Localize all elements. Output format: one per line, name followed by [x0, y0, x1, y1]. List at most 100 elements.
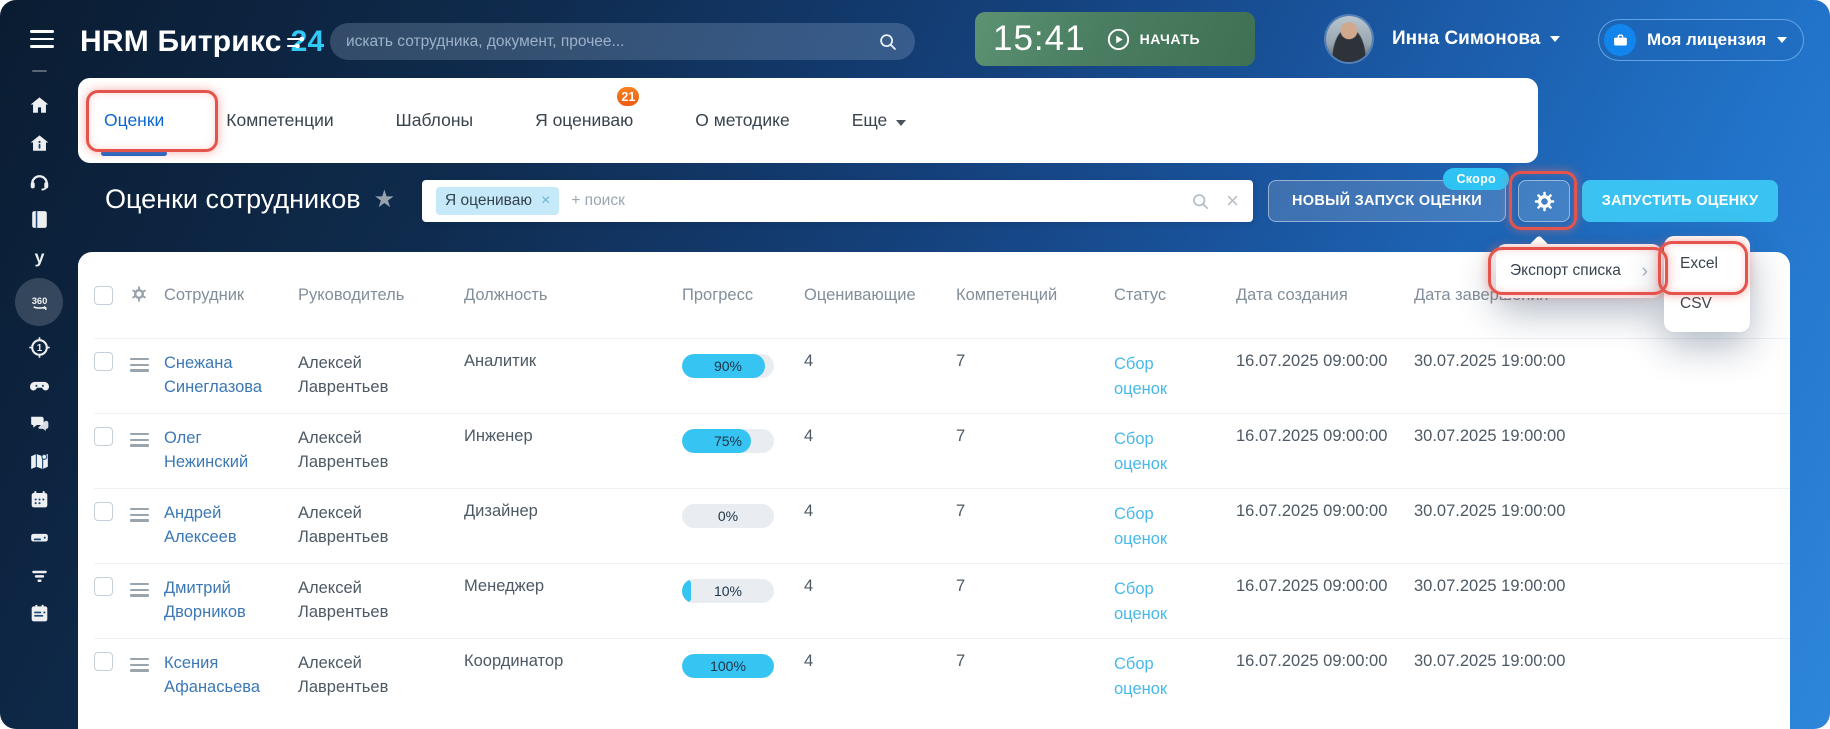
new-request-button[interactable]: НОВЫЙ ЗАПУСК ОЦЕНКИ Скоро: [1268, 168, 1509, 222]
evaluators-count: 4: [804, 352, 814, 370]
tab-label: Оценки: [104, 110, 165, 130]
goals-target-icon[interactable]: 1: [14, 328, 64, 366]
row-menu-icon[interactable]: [130, 358, 149, 372]
tab-Оценки[interactable]: Оценки: [100, 110, 168, 156]
table-settings-gear-icon[interactable]: [130, 285, 148, 303]
competencies-count: 7: [956, 652, 966, 670]
brand-text: HRM Битрикс: [80, 25, 282, 58]
column-header[interactable]: Оценивающие: [804, 285, 916, 304]
settings-gear-button[interactable]: [1518, 180, 1570, 222]
tab-label: Еще: [851, 110, 888, 130]
row-menu-icon[interactable]: [130, 658, 149, 672]
license-button[interactable]: Моя лицензия: [1598, 19, 1805, 61]
global-search-input[interactable]: искать сотрудника, документ, прочее...: [330, 23, 915, 60]
created-date: 16.07.2025 09:00:00: [1236, 652, 1388, 670]
employee-link[interactable]: Снежана Синеглазова: [164, 354, 263, 396]
export-option-excel[interactable]: Excel: [1680, 255, 1718, 272]
license-label: Моя лицензия: [1647, 30, 1767, 49]
employee-link[interactable]: Олег Нежинский: [164, 429, 249, 471]
chats-icon[interactable]: [14, 404, 64, 442]
chip-remove-icon[interactable]: ×: [540, 192, 551, 209]
chevron-down-icon: [896, 120, 907, 126]
tab-Еще[interactable]: Еще: [852, 110, 907, 131]
row-checkbox[interactable]: [94, 502, 113, 521]
row-checkbox[interactable]: [94, 652, 113, 671]
evaluation-360-icon[interactable]: 360: [14, 276, 64, 328]
hamburger-menu-icon[interactable]: [30, 30, 54, 48]
status-link[interactable]: Сбор оценок: [1114, 505, 1168, 548]
timer-widget[interactable]: 15:41 НАЧАТЬ: [975, 12, 1255, 66]
employee-link[interactable]: Дмитрий Дворников: [164, 579, 246, 621]
status-link[interactable]: Сбор оценок: [1114, 655, 1168, 698]
tune-sliders-icon[interactable]: [284, 31, 308, 60]
position-cell: Инженер: [464, 427, 533, 445]
progress-value: 90%: [713, 358, 743, 374]
evaluators-count: 4: [804, 652, 814, 670]
user-avatar[interactable]: [1326, 16, 1372, 62]
row-checkbox[interactable]: [94, 427, 113, 446]
support-headset-icon[interactable]: [14, 162, 64, 200]
row-menu-icon[interactable]: [130, 508, 149, 522]
home-icon[interactable]: [14, 86, 64, 124]
brand-number: 24: [290, 25, 325, 58]
row-checkbox[interactable]: [94, 352, 113, 371]
export-list-item[interactable]: Экспорт списка: [1510, 262, 1621, 279]
favorite-star-icon[interactable]: ★: [373, 185, 396, 213]
filter-search-icon[interactable]: [1190, 191, 1211, 212]
table-settings-cell: [130, 285, 164, 308]
export-format-submenu: Excel CSV: [1664, 236, 1750, 332]
filter-clear-icon[interactable]: ×: [1226, 188, 1239, 213]
evaluators-count: 4: [804, 502, 814, 520]
column-header[interactable]: Сотрудник: [164, 285, 245, 304]
svg-text:1: 1: [36, 343, 42, 354]
column-header[interactable]: Должность: [464, 285, 548, 304]
created-date: 16.07.2025 09:00:00: [1236, 577, 1388, 595]
created-date: 16.07.2025 09:00:00: [1236, 427, 1388, 445]
export-menu-popup: Экспорт списка ›: [1496, 244, 1662, 298]
column-header[interactable]: Руководитель: [298, 285, 405, 304]
status-link[interactable]: Сбор оценок: [1114, 580, 1168, 623]
row-menu-icon[interactable]: [130, 433, 149, 447]
map-icon[interactable]: [14, 442, 64, 480]
tab-Шаблоны[interactable]: Шаблоны: [396, 110, 473, 131]
calendar-icon[interactable]: [14, 480, 64, 518]
competencies-count: 7: [956, 352, 966, 370]
tab-О методике[interactable]: О методике: [695, 110, 789, 131]
column-header[interactable]: Статус: [1114, 285, 1167, 304]
select-all-checkbox[interactable]: [94, 285, 113, 305]
filter-search-box[interactable]: Я оцениваю × + поиск ×: [422, 180, 1253, 222]
progress-bar: 75%: [682, 429, 774, 453]
sidebar: у 360 1: [0, 0, 78, 729]
user-menu[interactable]: Инна Симонова: [1392, 28, 1561, 50]
chevron-down-icon: [1777, 37, 1788, 43]
filter-chip-label: Я оцениваю: [445, 192, 532, 209]
filter-chip[interactable]: Я оцениваю ×: [436, 187, 560, 215]
export-option-csv[interactable]: CSV: [1680, 295, 1712, 312]
employee-link[interactable]: Андрей Алексеев: [164, 504, 237, 546]
company-info-icon[interactable]: [14, 124, 64, 162]
column-header[interactable]: Дата создания: [1236, 285, 1348, 304]
filter-icon[interactable]: [14, 556, 64, 594]
status-link[interactable]: Сбор оценок: [1114, 430, 1168, 473]
start-evaluation-button[interactable]: ЗАПУСТИТЬ ОЦЕНКУ: [1582, 180, 1778, 222]
employee-link[interactable]: Ксения Афанасьева: [164, 654, 261, 696]
column-header[interactable]: Прогресс: [682, 285, 754, 304]
row-checkbox[interactable]: [94, 577, 113, 596]
tab-Я оцениваю[interactable]: Я оцениваю 21: [535, 85, 642, 131]
play-icon[interactable]: [1106, 27, 1131, 52]
soon-badge: Скоро: [1443, 168, 1509, 190]
drive-icon[interactable]: [14, 518, 64, 556]
gamification-icon[interactable]: [14, 366, 64, 404]
gear-icon: [1534, 191, 1554, 211]
row-menu-icon[interactable]: [130, 583, 149, 597]
finish-date: 30.07.2025 19:00:00: [1414, 577, 1566, 595]
progress-value: 0%: [717, 508, 739, 524]
table-row: Олег Нежинский Алексей Лаврентьев Инженер 7…: [94, 413, 1790, 488]
tab-Компетенции[interactable]: Компетенции: [226, 110, 333, 131]
knowledge-base-icon[interactable]: [14, 200, 64, 238]
column-header[interactable]: Компетенций: [956, 285, 1058, 304]
finish-date: 30.07.2025 19:00:00: [1414, 652, 1566, 670]
planner-icon[interactable]: [14, 594, 64, 632]
y-app-icon[interactable]: у: [14, 238, 64, 276]
status-link[interactable]: Сбор оценок: [1114, 355, 1168, 398]
